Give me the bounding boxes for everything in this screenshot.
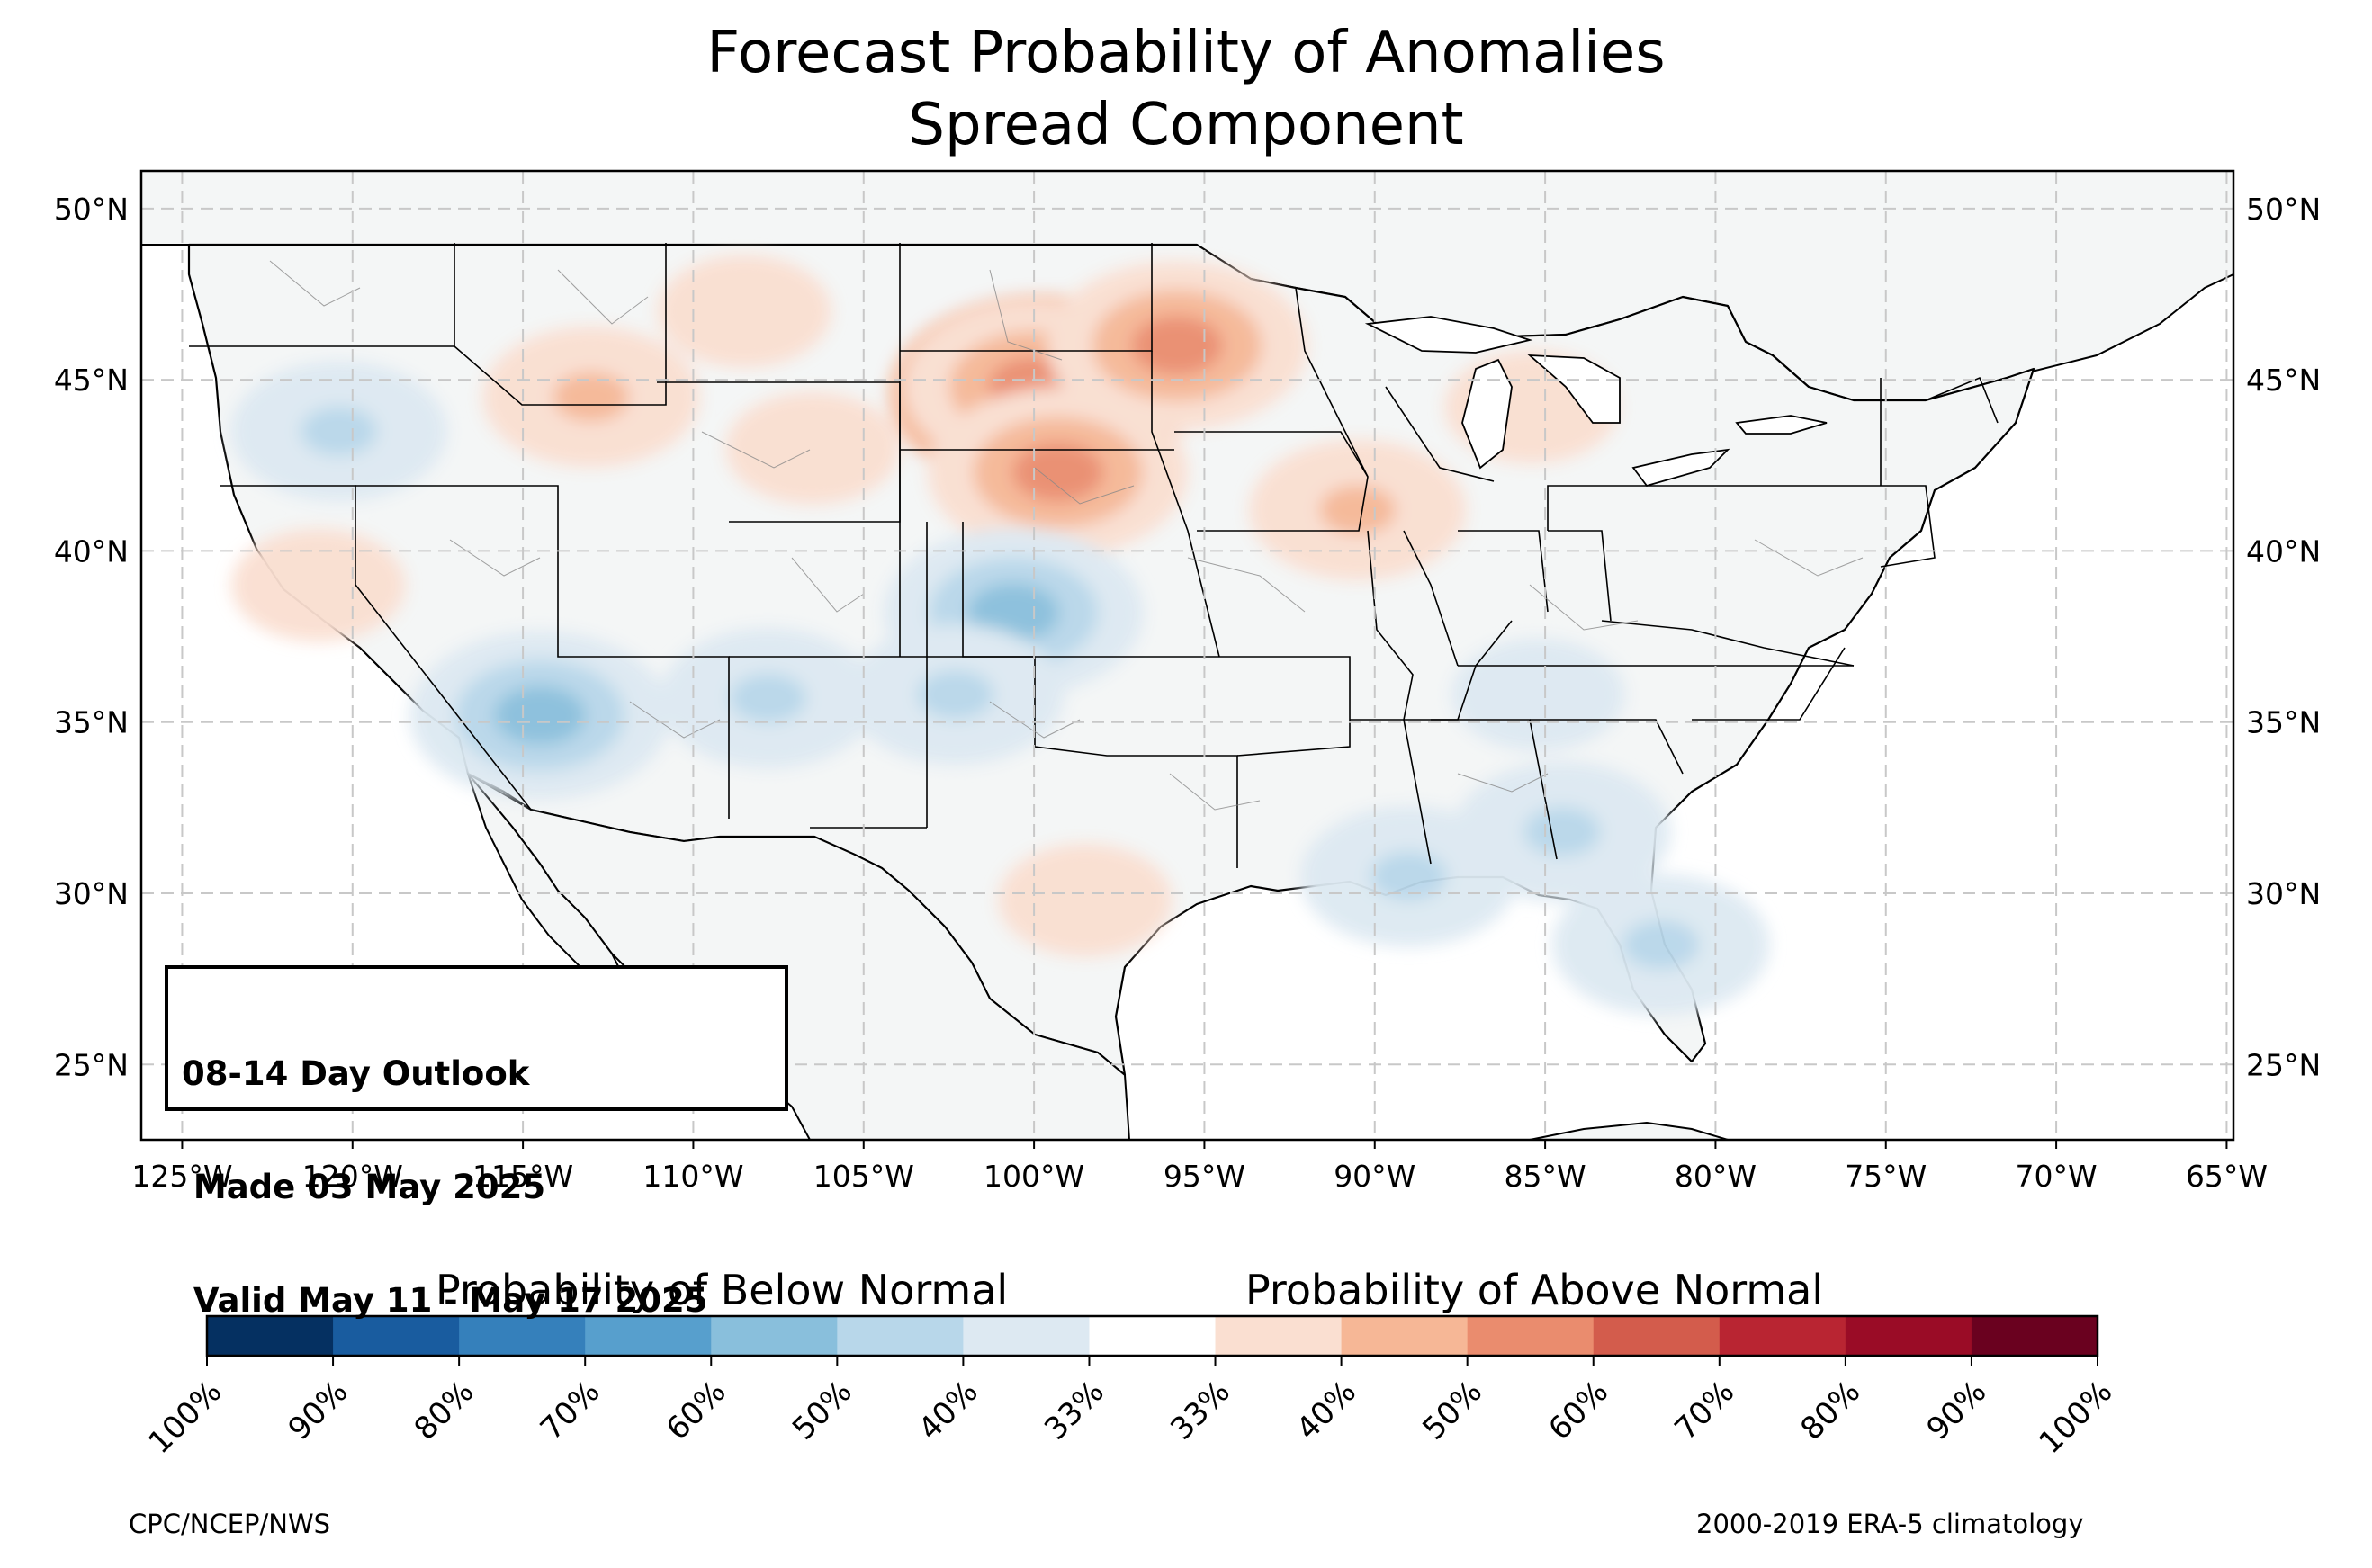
colorbar-segment — [837, 1316, 964, 1356]
above-normal-area-peak-california — [288, 565, 349, 605]
colorbar-tick-label: 80% — [1794, 1374, 1868, 1447]
lat-tick-label-right: 50°N — [2246, 192, 2321, 227]
above-normal-area-peak-montana — [714, 291, 776, 331]
lon-tick-label: 120°W — [302, 1159, 403, 1194]
colorbar-tick-label: 40% — [912, 1374, 985, 1447]
lon-tick-label: 125°W — [131, 1159, 232, 1194]
lon-tick-label: 90°W — [1334, 1159, 1415, 1194]
below-normal-area-peak-kansas-colorado — [967, 583, 1060, 642]
colorbar-segment — [1467, 1316, 1595, 1356]
colorbar-tick-label: 50% — [1415, 1374, 1489, 1447]
lat-tick-label-left: 25°N — [54, 1047, 129, 1082]
credit-source: CPC/NCEP/NWS — [129, 1509, 331, 1539]
colorbar-tick-label: 60% — [1541, 1374, 1615, 1447]
colorbar-tick-label: 60% — [660, 1374, 733, 1447]
below-normal-area-peak-oklahoma-panhandle — [917, 670, 994, 720]
map-frame — [139, 169, 2235, 1142]
colorbar-below-label: Probability of Below Normal — [436, 1266, 1009, 1314]
outlook-period: 08-14 Day Outlook — [182, 1054, 530, 1093]
lat-tick-label-left: 35°N — [54, 705, 129, 740]
lat-tick-label-left: 40°N — [54, 533, 129, 569]
colorbar-segment — [1215, 1316, 1343, 1356]
above-normal-area-peak-minnesota — [1131, 316, 1223, 375]
lat-tick-label-right: 35°N — [2246, 705, 2321, 740]
colorbar-tick-label: 50% — [786, 1374, 859, 1447]
lon-tick-label: 65°W — [2186, 1159, 2268, 1194]
lon-tick-label: 100°W — [984, 1159, 1084, 1194]
colorbar-frame — [205, 1314, 2099, 1357]
colorbar-segment — [333, 1316, 460, 1356]
lat-tick-label-right: 25°N — [2246, 1047, 2321, 1082]
graticule — [141, 171, 2233, 1149]
colorbar-segment — [1971, 1316, 2098, 1356]
outlook-info-box: 08-14 Day Outlook Made 03 May 2025 Valid… — [165, 965, 788, 1320]
lon-tick-label: 75°W — [1845, 1159, 1927, 1194]
colorbar-segment — [459, 1316, 586, 1356]
lon-tick-label: 80°W — [1675, 1159, 1757, 1194]
colorbar-tick-label: 100% — [141, 1374, 229, 1461]
state-borders — [189, 243, 1999, 868]
chart-subtitle: Spread Component — [908, 92, 1464, 158]
chart-title: Forecast Probability of Anomalies — [706, 20, 1666, 86]
below-normal-area-peak-new-mexico — [730, 673, 807, 723]
below-normal-area-peak-tennessee — [1507, 675, 1569, 715]
lat-tick-label-right: 30°N — [2246, 876, 2321, 911]
lat-tick-label-left: 50°N — [54, 192, 129, 227]
credit-climatology: 2000-2019 ERA-5 climatology — [1696, 1509, 2084, 1539]
below-normal-area-peak-oregon — [301, 407, 377, 456]
outlook-made-date: Made 03 May 2025 — [182, 1168, 546, 1206]
colorbar-tick-label: 33% — [1164, 1374, 1237, 1447]
great-lakes — [1364, 316, 1828, 488]
colorbar-tick-label: 40% — [1289, 1374, 1363, 1447]
lon-tick-label: 85°W — [1505, 1159, 1586, 1194]
below-normal-area-peak-arizona-nevada — [494, 685, 586, 745]
below-normal-area-peak-florida — [1622, 919, 1700, 970]
colorbar-segment — [207, 1316, 334, 1356]
below-normal-area-peak-gulf-coast — [1370, 851, 1447, 901]
colorbar-segment — [1845, 1316, 1972, 1356]
colorbar-segment — [1593, 1316, 1721, 1356]
colorbar-tick-label: 80% — [408, 1374, 481, 1447]
colorbar-tick-label: 70% — [1667, 1374, 1741, 1447]
colorbar-segment — [585, 1316, 712, 1356]
colorbar-tick-label: 90% — [282, 1374, 355, 1447]
lon-tick-label: 70°W — [2016, 1159, 2098, 1194]
colorbar-above-label: Probability of Above Normal — [1245, 1266, 1824, 1314]
outlook-valid-dates: Valid May 11 - May 17 2025 — [182, 1281, 708, 1320]
lat-tick-label-left: 45°N — [54, 363, 129, 398]
above-normal-area-peak-nebraska — [1011, 443, 1104, 502]
lat-tick-label-right: 45°N — [2246, 363, 2321, 398]
colorbar-segment — [963, 1316, 1090, 1356]
colorbar-segment — [1089, 1316, 1217, 1356]
cuba — [1529, 1121, 1729, 1140]
colorbar-tick-label: 33% — [1038, 1374, 1111, 1447]
lon-tick-label: 115°W — [472, 1159, 573, 1194]
above-normal-area-peak-michigan — [1501, 387, 1562, 427]
lon-tick-label: 95°W — [1164, 1159, 1245, 1194]
above-normal-area-peak-iowa-illinois — [1319, 485, 1397, 534]
colorbar-segment — [1341, 1316, 1469, 1356]
above-normal-area-peak-wyoming — [782, 428, 843, 469]
lon-tick-label: 110°W — [642, 1159, 743, 1194]
lat-tick-label-left: 30°N — [54, 876, 129, 911]
colorbar-tick-label: 100% — [2032, 1374, 2119, 1461]
lat-tick-label-right: 40°N — [2246, 533, 2321, 569]
colorbar-segment — [1719, 1316, 1846, 1356]
colorbar-segment — [711, 1316, 838, 1356]
colorbar-tick-label: 70% — [534, 1374, 607, 1447]
below-normal-area-peak-alabama-georgia — [1523, 807, 1601, 856]
above-normal-area-peak-south-texas — [1055, 880, 1116, 920]
above-normal-area-peak-idaho — [553, 372, 630, 422]
lon-tick-label: 105°W — [813, 1159, 914, 1194]
climate-division-lines — [269, 260, 1864, 811]
colorbar-tick-label: 90% — [1920, 1374, 1994, 1447]
